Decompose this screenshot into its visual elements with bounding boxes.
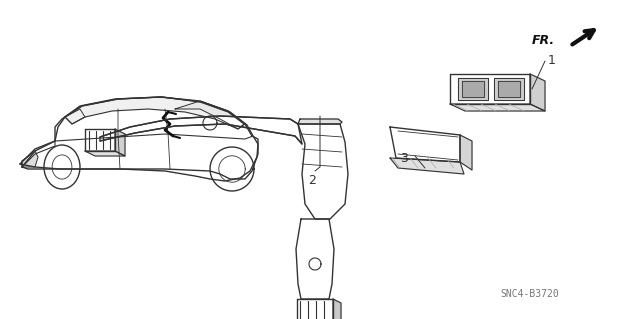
Polygon shape xyxy=(20,97,258,179)
Polygon shape xyxy=(462,81,484,97)
Text: SNC4-B3720: SNC4-B3720 xyxy=(500,289,559,299)
Polygon shape xyxy=(530,74,545,111)
Polygon shape xyxy=(115,129,125,156)
Polygon shape xyxy=(85,129,115,151)
Polygon shape xyxy=(175,101,245,129)
Polygon shape xyxy=(390,158,464,174)
Polygon shape xyxy=(333,299,341,319)
Polygon shape xyxy=(22,97,258,181)
Text: 1: 1 xyxy=(548,55,556,68)
Polygon shape xyxy=(458,78,488,100)
Polygon shape xyxy=(460,135,472,170)
Polygon shape xyxy=(100,116,302,144)
Text: 3: 3 xyxy=(400,152,408,166)
Polygon shape xyxy=(298,124,348,219)
Text: 2: 2 xyxy=(308,174,316,187)
Polygon shape xyxy=(85,151,125,156)
Polygon shape xyxy=(297,299,333,319)
Polygon shape xyxy=(450,74,530,104)
Polygon shape xyxy=(450,104,545,111)
Polygon shape xyxy=(296,219,334,299)
Polygon shape xyxy=(390,127,460,162)
Text: FR.: FR. xyxy=(532,34,555,48)
Polygon shape xyxy=(65,97,244,129)
Polygon shape xyxy=(498,81,520,97)
Polygon shape xyxy=(494,78,524,100)
Polygon shape xyxy=(298,119,342,124)
Polygon shape xyxy=(22,151,38,167)
